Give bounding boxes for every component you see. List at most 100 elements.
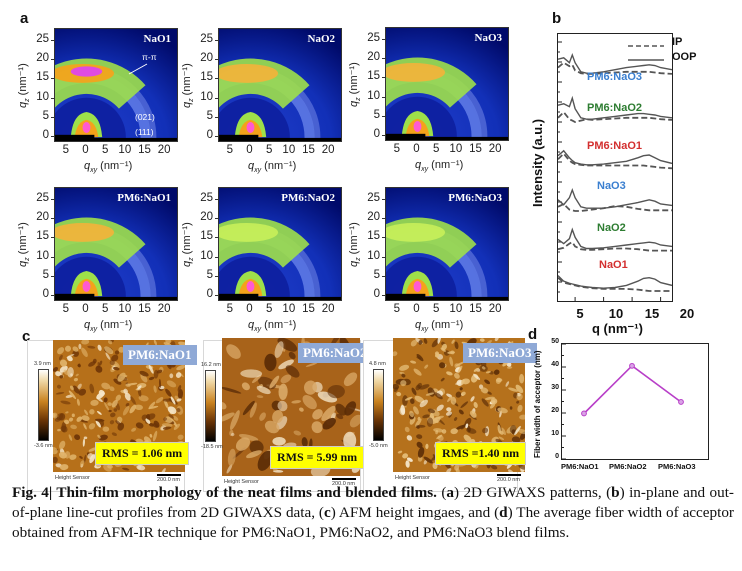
fiber-width-line [583, 364, 682, 415]
y-tick-label: 20 [367, 210, 380, 223]
giwaxs-heatmap [219, 29, 341, 141]
y-tick-label: 15 [36, 71, 49, 84]
y-axis-unit: (nm⁻¹) [17, 222, 29, 258]
peak-111-annotation: (111) [135, 127, 154, 137]
giwaxs-pattern: NaO1 π-π (021) (111) [54, 28, 178, 142]
y-tick-mark [215, 295, 218, 297]
giwaxs-sample-label: PM6:NaO1 [117, 192, 171, 204]
y-tick-mark [382, 198, 385, 200]
pi-pi-arrow [128, 63, 148, 75]
x-tick-label: 10 [282, 144, 296, 156]
y-tick-mark [382, 115, 385, 117]
x-category-label: PM6:NaO1 [561, 462, 599, 471]
y-tick-label: 20 [367, 50, 380, 63]
colorbar-min-label: -18.5 nm [201, 444, 223, 450]
caption-text: ) 2D GIWAXS patterns, ( [454, 484, 612, 501]
y-axis-subscript: z [355, 257, 363, 261]
colorbar-min-label: -5.0 nm [369, 443, 388, 449]
y-axis-label: qz (nm⁻¹) [180, 63, 195, 108]
y-tick-mark [51, 78, 54, 80]
giwaxs-sample-label: NaO1 [143, 33, 172, 45]
x-axis-unit: (nm⁻¹) [428, 319, 464, 331]
y-tick-label: 5 [206, 268, 213, 281]
y-tick-label: 5 [373, 268, 380, 281]
y-tick-mark [382, 295, 385, 297]
x-tick-label: 5 [393, 303, 400, 315]
caption-text: ( [436, 484, 447, 501]
afm-footer-label: Height Sensor [55, 475, 90, 481]
afm-colorbar [373, 369, 384, 441]
y-tick-mark [215, 217, 218, 219]
x-tick-label: 10 [449, 143, 463, 155]
x-tick-label: 5 [62, 303, 69, 315]
profile-line [558, 149, 672, 166]
panel-b-x-tick: 15 [644, 306, 660, 321]
giwaxs-heatmap [386, 28, 508, 140]
caption-text: ) in-plane and out-of-plane line-cut pro… [12, 484, 734, 521]
y-tick-mark [382, 237, 385, 239]
x-tick-label: 0 [413, 303, 420, 315]
x-tick-label: 5 [101, 144, 109, 156]
panel-b-legend-ip: IP [672, 36, 683, 48]
sample-label: PM6:NaO3 [587, 71, 643, 83]
y-tick-label: 5 [206, 109, 213, 122]
x-tick-label: 15 [302, 303, 315, 315]
y-axis-label: qz (nm⁻¹) [347, 222, 362, 267]
y-tick-mark [215, 256, 218, 258]
x-tick-label: 20 [488, 143, 502, 155]
caption-ref-a: a [446, 484, 455, 501]
x-axis-symbol: q [248, 160, 255, 172]
panel-b-legend-oop: OOP [672, 51, 697, 63]
giwaxs-pattern: NaO2 [218, 28, 342, 142]
giwaxs-pattern: PM6:NaO1 [54, 187, 178, 301]
x-tick-label: 15 [138, 144, 151, 156]
panel-letter-a: a [20, 10, 29, 27]
sample-label: NaO2 [597, 222, 626, 234]
x-axis-symbol: q [84, 319, 91, 331]
x-axis-label: qxy (nm⁻¹) [415, 318, 463, 333]
figure-caption: Fig. 4| Thin-film morphology of the neat… [12, 483, 734, 543]
y-tick-mark [382, 57, 385, 59]
y-axis-unit: (nm⁻¹) [348, 62, 360, 98]
panel-letter-d: d [528, 326, 538, 343]
y-tick-label: 25 [367, 191, 380, 204]
y-axis-symbol: q [17, 260, 29, 267]
data-point [629, 362, 635, 369]
profile-line [558, 187, 672, 209]
scale-bar-label: 200.0 nm [157, 477, 180, 483]
giwaxs-heatmap [55, 29, 177, 141]
y-axis-unit: (nm⁻¹) [181, 222, 193, 258]
y-tick-label: 15 [36, 230, 49, 243]
x-tick-label: 20 [157, 303, 171, 315]
x-axis-label: qxy (nm⁻¹) [84, 318, 132, 333]
panel-d-svg [562, 344, 684, 459]
y-tick-label: 10 [200, 249, 213, 262]
y-tick-label: 0 [373, 128, 380, 141]
caption-title: Fig. 4| Thin-film morphology of the neat… [12, 484, 437, 501]
y-tick-label: 10 [551, 430, 559, 437]
panel-b-y-axis-label: Intensity (a.u.) [530, 118, 545, 207]
y-axis-label: qz (nm⁻¹) [16, 63, 31, 108]
y-tick-mark [382, 38, 385, 40]
y-tick-label: 5 [42, 109, 49, 122]
y-tick-mark [382, 77, 385, 79]
afm-footer-label: Height Sensor [224, 479, 259, 485]
y-tick-mark [382, 275, 385, 277]
x-axis-label: qxy (nm⁻¹) [248, 318, 296, 333]
x-tick-label: 10 [282, 303, 296, 315]
panel-d-plot-area [561, 343, 709, 460]
afm-rms-badge: RMS = 5.99 nm [270, 446, 365, 469]
y-tick-label: 5 [42, 268, 49, 281]
x-tick-label: 10 [449, 303, 463, 315]
y-axis-symbol: q [181, 101, 193, 108]
y-axis-subscript: z [24, 257, 32, 261]
profile-line [558, 152, 672, 170]
afm-sample-tag: PM6:NaO1 [123, 345, 197, 365]
x-axis-symbol: q [415, 159, 422, 171]
y-tick-mark [215, 39, 218, 41]
profile-line [558, 61, 672, 75]
y-tick-label: 50 [551, 338, 559, 345]
x-tick-label: 5 [432, 143, 440, 155]
y-tick-mark [51, 256, 54, 258]
x-tick-label: 15 [469, 143, 482, 155]
